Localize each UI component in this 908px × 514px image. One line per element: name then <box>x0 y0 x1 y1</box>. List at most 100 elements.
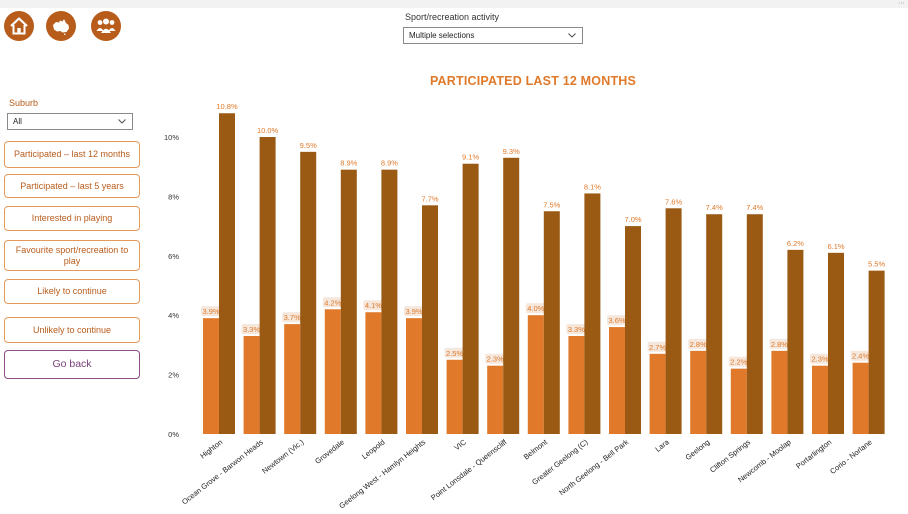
data-label: 3.3% <box>568 325 585 334</box>
bar <box>771 350 788 434</box>
australia-map-icon[interactable] <box>46 11 76 41</box>
data-label: 3.9% <box>202 307 219 316</box>
x-tick-label: Point Lonsdale - Queenscliff <box>429 437 509 502</box>
x-tick-label: Portarlington <box>794 437 833 470</box>
bar <box>422 205 438 434</box>
data-label: 2.2% <box>730 358 747 367</box>
participated-12-months-button[interactable]: Participated – last 12 months <box>4 141 140 168</box>
data-label-bg <box>525 303 546 314</box>
participated-5-years-button[interactable]: Participated – last 5 years <box>4 174 140 198</box>
data-label: 3.7% <box>284 313 301 322</box>
y-tick-label: 10% <box>164 133 179 142</box>
more-options-icon[interactable]: ⋯ <box>898 0 905 7</box>
data-label: 2.3% <box>487 355 504 364</box>
data-label-bg <box>688 338 709 349</box>
home-icon[interactable] <box>4 11 34 41</box>
data-label: 9.3% <box>503 147 520 156</box>
suburb-filter-dropdown[interactable]: All <box>7 113 133 130</box>
data-label: 4.0% <box>527 304 544 313</box>
data-label: 8.9% <box>381 159 398 168</box>
bar <box>706 214 723 434</box>
bar <box>243 335 260 434</box>
data-label-bg <box>322 297 343 308</box>
data-label: 2.8% <box>771 340 788 349</box>
data-label: 7.6% <box>665 197 682 206</box>
suburb-filter-value: All <box>13 117 22 126</box>
data-label-bg <box>363 300 384 311</box>
x-tick-label: Belmont <box>522 437 550 462</box>
x-tick-label: North Geelong - Bell Park <box>557 437 630 497</box>
chart-title: PARTICIPATED LAST 12 MONTHS <box>429 74 637 88</box>
data-label: 7.4% <box>746 203 763 212</box>
data-label-bg <box>485 353 506 364</box>
data-label: 2.5% <box>446 349 463 358</box>
data-label: 7.0% <box>624 215 641 224</box>
favourite-sport-button[interactable]: Favourite sport/recreation to play <box>4 240 140 271</box>
data-label: 7.4% <box>706 203 723 212</box>
sport-filter-dropdown[interactable]: Multiple selections <box>403 27 583 44</box>
y-tick-label: 4% <box>168 311 179 320</box>
data-label: 4.2% <box>324 298 341 307</box>
data-label-bg <box>607 315 627 326</box>
group-icon[interactable] <box>91 11 121 41</box>
bar <box>868 270 885 434</box>
bar <box>812 365 828 434</box>
data-label-bg <box>566 323 587 334</box>
x-tick-label: Leopold <box>360 437 387 461</box>
bar <box>365 312 382 434</box>
y-tick-label: 8% <box>168 192 179 201</box>
x-tick-label: Grovedale <box>313 437 346 465</box>
y-tick-label: 6% <box>168 252 179 261</box>
bar <box>381 169 398 435</box>
bar <box>487 365 504 434</box>
data-label-bg <box>201 306 221 317</box>
x-tick-label: Corio - Norlane <box>828 437 874 475</box>
data-label: 3.9% <box>405 307 422 316</box>
x-tick-label: VIC <box>452 437 468 452</box>
bar <box>568 335 585 434</box>
data-label: 6.2% <box>787 239 804 248</box>
unlikely-to-continue-button[interactable]: Unlikely to continue <box>4 317 140 343</box>
bar <box>462 163 479 435</box>
y-tick-label: 2% <box>168 371 179 380</box>
data-label: 10.8% <box>216 102 238 111</box>
bar <box>324 309 341 434</box>
data-label: 8.9% <box>340 159 357 168</box>
data-label: 3.3% <box>243 325 260 334</box>
bar <box>787 249 804 434</box>
bar <box>406 318 422 434</box>
bar <box>609 327 625 434</box>
data-label: 7.5% <box>543 200 560 209</box>
data-label: 2.8% <box>690 340 707 349</box>
sport-filter-value: Multiple selections <box>409 31 475 40</box>
bar <box>284 324 301 434</box>
bar <box>665 208 682 434</box>
x-tick-label: Geelong <box>684 437 712 462</box>
bar <box>730 368 747 434</box>
bar <box>649 353 666 434</box>
data-label: 3.6% <box>608 316 625 325</box>
bar <box>446 359 463 434</box>
bar <box>543 211 560 434</box>
suburb-filter-label: Suburb <box>9 98 39 108</box>
data-label-bg <box>444 347 465 358</box>
data-label-bg <box>282 312 303 323</box>
data-label-bg <box>647 341 668 352</box>
bar <box>340 169 357 435</box>
bar <box>300 151 317 434</box>
bar <box>690 350 707 434</box>
data-label: 6.1% <box>827 242 844 251</box>
chevron-down-icon <box>568 33 576 38</box>
bar <box>203 318 219 434</box>
interested-in-playing-button[interactable]: Interested in playing <box>4 206 140 231</box>
bar <box>625 226 641 434</box>
likely-to-continue-button[interactable]: Likely to continue <box>4 279 140 304</box>
chevron-down-icon <box>118 119 126 124</box>
bar <box>527 315 544 434</box>
x-tick-label: Newtown (Vic.) <box>260 437 306 475</box>
go-back-button[interactable]: Go back <box>4 350 140 379</box>
data-label: 10.0% <box>257 126 279 135</box>
data-label: 5.5% <box>868 260 885 269</box>
bar <box>828 252 844 434</box>
